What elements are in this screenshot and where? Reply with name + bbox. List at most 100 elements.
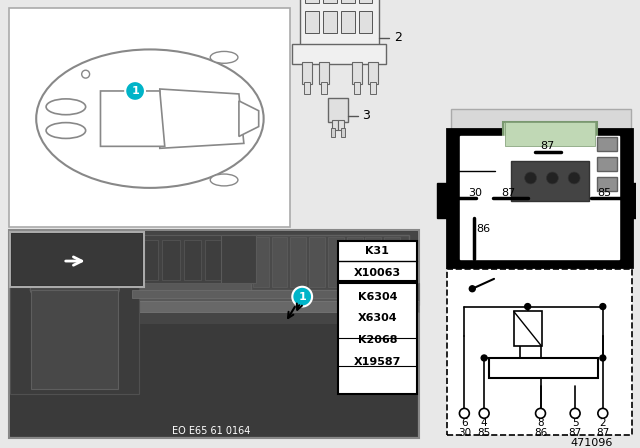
Text: K31: K31 bbox=[365, 246, 389, 256]
Circle shape bbox=[479, 409, 489, 418]
Bar bbox=[328, 237, 344, 287]
Ellipse shape bbox=[36, 49, 264, 188]
Bar bbox=[354, 82, 360, 94]
Text: K6304: K6304 bbox=[358, 292, 397, 302]
Bar bbox=[447, 129, 632, 267]
Bar bbox=[309, 237, 325, 287]
Circle shape bbox=[568, 172, 580, 184]
Text: X6304: X6304 bbox=[358, 314, 397, 323]
Bar bbox=[305, 11, 319, 33]
Text: X10063: X10063 bbox=[354, 268, 401, 278]
Bar bbox=[340, 0, 355, 3]
Bar bbox=[340, 128, 345, 138]
Bar bbox=[8, 8, 291, 228]
Bar bbox=[460, 137, 619, 259]
Text: 1: 1 bbox=[298, 292, 306, 302]
Bar bbox=[451, 109, 632, 235]
Text: 471096: 471096 bbox=[570, 438, 612, 448]
Polygon shape bbox=[100, 91, 164, 146]
Bar bbox=[625, 183, 640, 218]
Ellipse shape bbox=[46, 99, 86, 115]
Text: X19587: X19587 bbox=[354, 357, 401, 367]
Bar bbox=[184, 240, 202, 280]
Bar bbox=[10, 233, 417, 324]
Bar bbox=[489, 358, 598, 378]
Bar bbox=[305, 0, 319, 3]
Bar bbox=[514, 311, 541, 346]
Ellipse shape bbox=[46, 123, 86, 138]
Text: 85: 85 bbox=[598, 188, 612, 198]
Bar bbox=[331, 128, 335, 138]
Bar bbox=[351, 62, 362, 84]
Polygon shape bbox=[160, 89, 244, 148]
Bar bbox=[505, 121, 595, 146]
Ellipse shape bbox=[30, 275, 119, 305]
Bar bbox=[384, 237, 400, 287]
Bar bbox=[291, 237, 306, 287]
Bar bbox=[369, 62, 378, 84]
Bar bbox=[227, 240, 245, 280]
Bar bbox=[323, 11, 337, 33]
Circle shape bbox=[600, 355, 606, 361]
Circle shape bbox=[469, 286, 476, 292]
Bar bbox=[597, 138, 617, 151]
Text: 30: 30 bbox=[468, 188, 483, 198]
Bar bbox=[597, 177, 617, 191]
Bar bbox=[340, 11, 355, 33]
Circle shape bbox=[460, 409, 469, 418]
Text: 86: 86 bbox=[476, 224, 490, 234]
Bar bbox=[319, 62, 329, 84]
Bar bbox=[436, 183, 454, 218]
Bar bbox=[292, 44, 387, 64]
Bar bbox=[371, 82, 376, 94]
Text: EO E65 61 0164: EO E65 61 0164 bbox=[172, 426, 250, 436]
Bar bbox=[503, 121, 597, 201]
Bar bbox=[338, 283, 417, 393]
Bar bbox=[253, 237, 269, 287]
Text: 5: 5 bbox=[572, 418, 579, 428]
Bar bbox=[162, 240, 180, 280]
Text: 3: 3 bbox=[362, 109, 371, 122]
Polygon shape bbox=[239, 101, 259, 137]
Text: 6: 6 bbox=[461, 418, 468, 428]
Bar bbox=[8, 230, 419, 438]
Circle shape bbox=[598, 409, 608, 418]
Circle shape bbox=[525, 304, 531, 310]
Circle shape bbox=[536, 409, 545, 418]
Bar bbox=[205, 240, 223, 280]
Circle shape bbox=[525, 172, 536, 184]
Circle shape bbox=[600, 304, 606, 310]
Bar bbox=[358, 0, 372, 3]
Text: 30: 30 bbox=[458, 428, 471, 438]
Bar bbox=[323, 0, 337, 3]
Text: 8: 8 bbox=[537, 418, 544, 428]
Bar bbox=[221, 235, 256, 283]
Text: 2: 2 bbox=[394, 31, 402, 44]
Bar bbox=[328, 98, 348, 121]
Bar bbox=[304, 82, 310, 94]
Bar bbox=[597, 157, 617, 171]
Bar bbox=[300, 0, 380, 47]
Bar bbox=[338, 241, 417, 281]
Text: 87: 87 bbox=[500, 188, 515, 198]
Bar bbox=[132, 290, 417, 297]
Bar bbox=[132, 283, 419, 305]
Text: 87: 87 bbox=[568, 428, 582, 438]
Circle shape bbox=[125, 81, 145, 101]
Bar bbox=[140, 240, 158, 280]
Bar bbox=[365, 237, 381, 287]
Bar bbox=[271, 237, 287, 287]
Circle shape bbox=[292, 287, 312, 306]
Bar bbox=[132, 301, 419, 312]
Bar bbox=[251, 235, 409, 290]
Bar bbox=[12, 234, 142, 285]
Bar bbox=[321, 82, 327, 94]
Circle shape bbox=[481, 355, 487, 361]
Bar bbox=[31, 290, 118, 388]
Text: 87: 87 bbox=[596, 428, 609, 438]
Bar bbox=[10, 233, 417, 436]
Ellipse shape bbox=[210, 52, 238, 63]
Bar bbox=[137, 235, 256, 283]
Bar bbox=[332, 120, 338, 129]
Bar bbox=[10, 233, 144, 287]
